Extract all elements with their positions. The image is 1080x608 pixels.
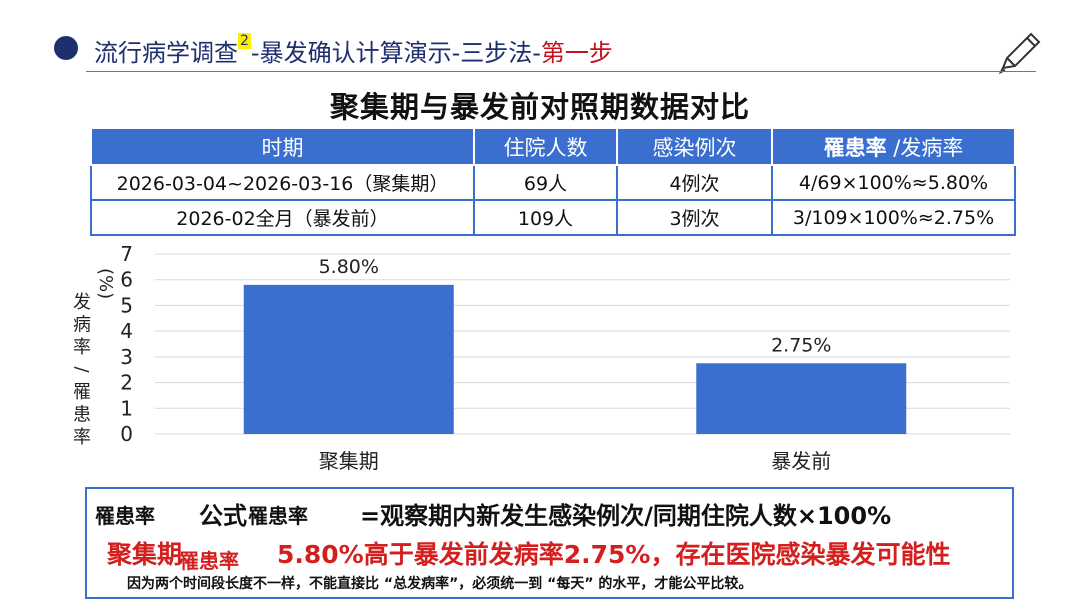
slide-title: 流行病学调查 2-暴发确认计算演示-三步法-第一步 <box>94 33 613 67</box>
table-cell: 4例次 <box>616 164 773 201</box>
y-tick-label: 1 <box>120 396 133 420</box>
header-divider <box>86 71 1036 72</box>
pencil-icon <box>998 32 1041 74</box>
formula-label-rate-2: 罹患率 <box>248 504 308 528</box>
data-label: 2.75% <box>771 334 831 356</box>
y-tick-label: 6 <box>120 268 133 292</box>
slide-header: 流行病学调查 2-暴发确认计算演示-三步法-第一步 <box>0 0 1080 80</box>
col-header-infections: 感染例次 <box>616 127 773 166</box>
table-header-row: 时期 住院人数 感染例次 罹患率 /发病率 <box>90 127 1016 166</box>
data-label: 5.80% <box>319 256 379 278</box>
formula-expression: =观察期内新发生感染例次/同期住院人数×100% <box>360 502 892 530</box>
conclusion-rate-label: 罹患率 <box>179 549 239 573</box>
bar <box>243 284 454 434</box>
y-axis-label-char: 病 <box>73 315 91 336</box>
y-tick-label: 0 <box>120 422 133 446</box>
comparison-table: 时期 住院人数 感染例次 罹患率 /发病率 2026-03-04~2026-03… <box>90 127 1016 236</box>
y-tick-label: 5 <box>120 293 133 317</box>
y-axis-label-char: 率 <box>73 337 91 358</box>
table-cell: 4/69×100%≈5.80% <box>771 164 1016 201</box>
table-cell: 2026-03-04~2026-03-16（聚集期） <box>90 164 475 201</box>
table-row: 2026-03-04~2026-03-16（聚集期） 69人 4例次 4/69×… <box>90 164 1016 201</box>
y-axis-label-char: 患 <box>73 405 91 426</box>
y-axis-label-char: / <box>71 366 92 373</box>
y-tick-label: 3 <box>120 345 133 369</box>
table-row: 2026-02全月（暴发前） 109人 3例次 3/109×100%≈2.75% <box>90 199 1016 236</box>
bullet-dot-icon <box>54 36 78 60</box>
table-cell: 3/109×100%≈2.75% <box>771 199 1016 236</box>
table-cell: 69人 <box>473 164 618 201</box>
formula-label-rate: 罹患率 <box>95 504 155 528</box>
y-axis-label-char: 发 <box>73 292 91 313</box>
table-cell: 2026-02全月（暴发前） <box>90 199 475 236</box>
y-axis-label-char: 率 <box>73 427 91 448</box>
conclusion-text: 5.80%高于暴发前发病率2.75%，存在医院感染暴发可能性 <box>277 540 951 569</box>
col-header-period: 时期 <box>90 127 475 166</box>
y-axis-unit: (%) <box>95 268 116 299</box>
y-tick-label: 4 <box>120 319 133 343</box>
col-header-inpatients: 住院人数 <box>473 127 618 166</box>
y-tick-label: 7 <box>120 242 133 266</box>
conclusion-period: 聚集期 <box>107 540 183 569</box>
bar <box>696 363 907 434</box>
table-cell: 3例次 <box>616 199 773 236</box>
y-axis-label-char: 罹 <box>73 382 91 403</box>
formula-label: 公式 <box>199 502 247 530</box>
slide-subtitle: 聚集期与暴发前对照期数据对比 <box>329 90 750 124</box>
x-category-label: 聚集期 <box>319 449 379 473</box>
title-step: 第一步 <box>540 39 613 67</box>
title-superscript: 2 <box>238 33 251 49</box>
x-category-label: 暴发前 <box>771 449 831 473</box>
formula-box: 罹患率 公式 罹患率 =观察期内新发生感染例次/同期住院人数×100% 聚集期 … <box>85 487 1014 599</box>
col-header-rate: 罹患率 /发病率 <box>771 127 1016 166</box>
y-tick-label: 2 <box>120 371 133 395</box>
table-cell: 109人 <box>473 199 618 236</box>
footnote-text: 因为两个时间段长度不一样，不能直接比 “总发病率”，必须统一到 “每天” 的水平… <box>127 576 753 592</box>
